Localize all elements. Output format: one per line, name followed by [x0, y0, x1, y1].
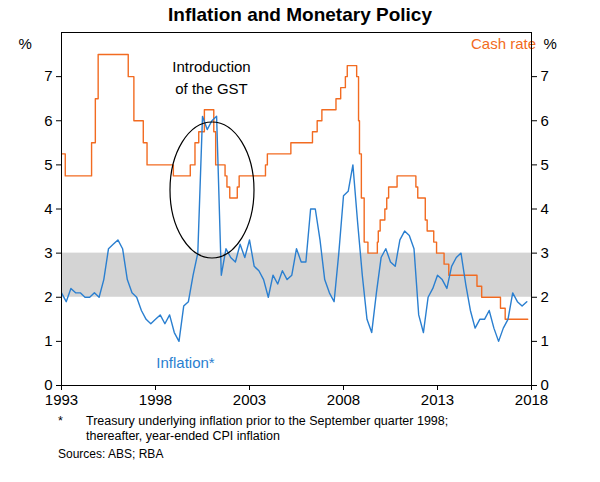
svg-text:2018: 2018	[515, 391, 548, 408]
svg-text:7: 7	[44, 67, 52, 84]
svg-text:3: 3	[44, 244, 52, 261]
html-text:thereafter, year-ended CPI inf: thereafter, year-ended CPI inflation	[86, 429, 280, 443]
svg-text:1993: 1993	[45, 391, 78, 408]
svg-text:7: 7	[541, 67, 549, 84]
svg-text:6: 6	[44, 112, 52, 129]
svg-text:4: 4	[541, 200, 549, 217]
svg-text:4: 4	[44, 200, 52, 217]
svg-text:1: 1	[541, 332, 549, 349]
svg-text:5: 5	[541, 156, 549, 173]
svg-text:2: 2	[541, 288, 549, 305]
svg-text:%: %	[19, 35, 32, 52]
svg-text:6: 6	[541, 112, 549, 129]
svg-text:5: 5	[44, 156, 52, 173]
svg-text:2003: 2003	[233, 391, 266, 408]
svg-text:1: 1	[44, 332, 52, 349]
svg-text:0: 0	[540, 376, 549, 394]
svg-text:2013: 2013	[421, 391, 454, 408]
svg-text:%: %	[544, 35, 557, 52]
html-text:Sources: ABS; RBA: Sources: ABS; RBA	[58, 447, 164, 461]
html-text:Inflation and Monetary Policy: Inflation and Monetary Policy	[168, 4, 432, 25]
svg-text:Introductionof the GST: Introductionof the GST	[172, 58, 250, 97]
svg-text:Cash rate: Cash rate	[471, 35, 536, 52]
html-text:Treasury underlying inflation: Treasury underlying inflation prior to t…	[86, 414, 449, 428]
svg-text:2: 2	[44, 288, 52, 305]
svg-text:Inflation*: Inflation*	[156, 354, 215, 371]
svg-text:3: 3	[541, 244, 549, 261]
svg-text:0: 0	[44, 376, 53, 394]
svg-text:2008: 2008	[327, 391, 360, 408]
svg-text:1998: 1998	[139, 391, 172, 408]
